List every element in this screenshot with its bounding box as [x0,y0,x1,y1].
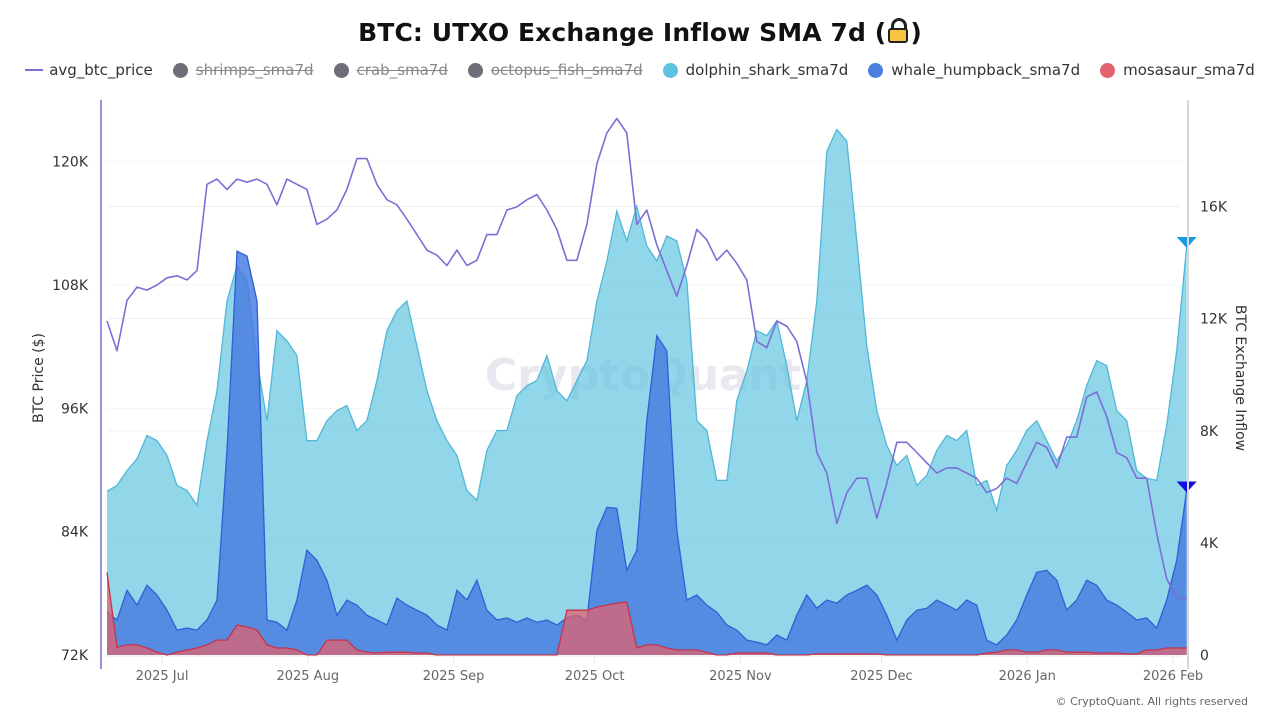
x-axis-tick-label: 2026 Jan [999,669,1056,684]
right-axis-tick-label: 12K [1200,312,1228,328]
legend-item-dolphin-shark-sma7d[interactable]: dolphin_shark_sma7d [662,61,849,79]
right-axis-title: BTC Exchange Inflow [1232,305,1248,451]
x-axis-tick-label: 2025 Jul [136,669,189,684]
line-avg-btc-price [106,117,1187,601]
chart-title: BTC: UTXO Exchange Inflow SMA 7d () [0,18,1280,47]
lock-icon [887,18,909,44]
line-series [106,117,1187,601]
legend-label: shrimps_sma7d [195,61,314,79]
legend-dot-swatch [662,62,678,78]
legend-item-avg-btc-price[interactable]: avg_btc_price [25,61,153,79]
legend-item-mosasaur-sma7d[interactable]: mosasaur_sma7d [1100,61,1255,79]
legend-label: octopus_fish_sma7d [490,61,643,79]
x-axis-tick-label: 2025 Oct [565,669,625,684]
last-value-marker-dolphin-shark-sma7d [1176,237,1197,249]
legend-item-shrimps-sma7d[interactable]: shrimps_sma7d [172,61,314,79]
legend-label: dolphin_shark_sma7d [685,61,849,79]
copyright-notice: © CryptoQuant. All rights reserved [1055,695,1248,708]
x-axis-tick-label: 2025 Aug [276,669,339,684]
area-edge-mosasaur-sma7d [106,572,1187,656]
legend-line-swatch [25,69,44,71]
legend-item-whale-humpback-sma7d[interactable]: whale_humpback_sma7d [868,61,1080,79]
legend-dot-swatch [333,62,349,78]
x-axis-tick-label: 2025 Sep [423,669,485,684]
left-axis-title: BTC Price ($) [31,333,47,423]
left-axis-tick-label: 84K [61,525,89,541]
legend-item-crab-sma7d[interactable]: crab_sma7d [333,61,448,79]
legend: avg_btc_price shrimps_sma7d crab_sma7d octo… [0,61,1280,79]
area-whale-humpback-sma7d [107,251,1187,655]
legend-dot-swatch [868,62,884,78]
legend-dot-swatch [172,62,188,78]
x-axis-tick-label: 2026 Feb [1143,669,1203,684]
last-value-markers [1176,237,1197,493]
right-axis-tick-label: 0 [1200,648,1209,664]
area-mosasaur-sma7d [107,572,1187,655]
left-axis-tick-label: 72K [61,648,89,664]
area-series [106,128,1188,656]
legend-item-octopus-fish-sma7d[interactable]: octopus_fish_sma7d [467,61,643,79]
legend-label: crab_sma7d [356,61,448,79]
area-edge-whale-humpback-sma7d [106,250,1188,646]
chart-title-suffix: ) [910,18,922,47]
legend-label: whale_humpback_sma7d [891,61,1081,79]
right-axis-tick-label: 16K [1200,200,1228,216]
legend-label: mosasaur_sma7d [1123,61,1255,79]
legend-label: avg_btc_price [49,61,153,79]
left-axis-tick-label: 96K [61,401,89,417]
right-axis-tick-label: 8K [1200,424,1219,440]
area-edge-dolphin-shark-sma7d [106,128,1188,513]
chart-title-text: BTC: UTXO Exchange Inflow SMA 7d ( [358,18,887,47]
last-value-marker-whale-humpback-sma7d [1176,481,1197,493]
left-axis-tick-label: 120K [52,155,89,171]
legend-dot-swatch [467,62,483,78]
axes: 72K 84K 96K 108K 120K 0 4K 8K 12K 16K 2025 Jul 2025… [31,100,1248,684]
x-axis-tick-label: 2025 Nov [709,669,772,684]
x-axis-tick-label: 2025 Dec [850,669,912,684]
area-dolphin-shark-sma7d [107,129,1187,655]
left-axis-tick-label: 108K [52,278,89,294]
legend-dot-swatch [1100,62,1116,78]
right-axis-tick-label: 4K [1200,536,1219,552]
